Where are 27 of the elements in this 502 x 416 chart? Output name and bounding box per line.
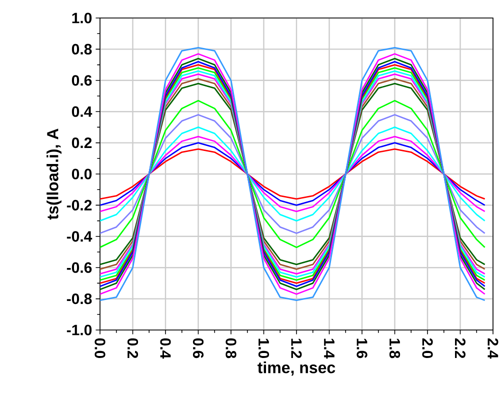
x-tick-label: 0.6: [192, 338, 204, 358]
x-axis-title: time, nsec: [258, 362, 336, 376]
y-tick-label: 0.6: [72, 75, 92, 86]
y-tick-label: 1.0: [72, 12, 92, 24]
x-tick-label: 0.2: [127, 338, 138, 358]
y-axis-title: ts(Iload.i), A: [46, 128, 62, 220]
x-tick-label: 2.4: [488, 338, 498, 359]
line-series: [100, 142, 486, 206]
x-tick-label: 0.0: [94, 338, 106, 358]
x-tick-label: 0.8: [226, 338, 236, 358]
x-tick-label: 1.0: [258, 338, 270, 358]
x-tick-label: 0.4: [160, 338, 171, 359]
x-tick-label: 1.4: [324, 338, 334, 359]
y-tick-label: 0.2: [72, 137, 92, 148]
y-tick-label: -0.2: [66, 200, 92, 211]
y-tick-label: 0.8: [72, 44, 92, 55]
y-tick-label: -1.0: [66, 324, 92, 336]
y-tick-label: -0.6: [66, 262, 92, 273]
x-tick-label: 1.6: [356, 338, 368, 358]
x-tick-label: 2.0: [422, 338, 433, 358]
x-tick-label: 1.2: [291, 338, 302, 358]
y-tick-label: -0.4: [66, 231, 92, 242]
x-tick-label: 1.8: [389, 338, 400, 358]
y-tick-label: 0.0: [72, 168, 92, 180]
x-tick-label: 2.2: [455, 338, 466, 358]
y-tick-label: 0.4: [72, 106, 92, 117]
y-tick-label: -0.8: [66, 293, 92, 304]
